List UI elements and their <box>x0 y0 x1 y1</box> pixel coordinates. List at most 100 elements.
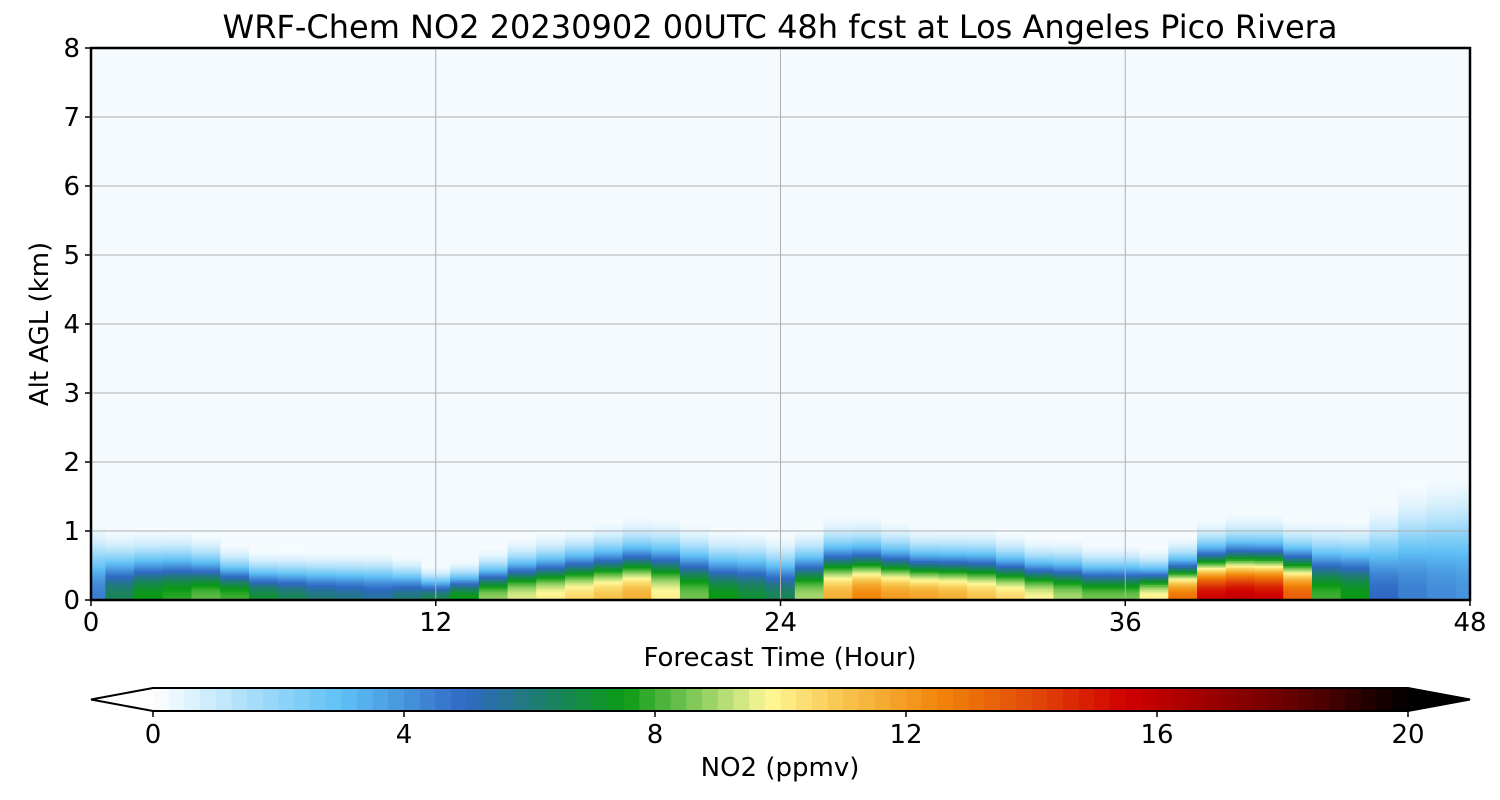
field-cell <box>507 562 537 565</box>
field-cell <box>1455 486 1470 489</box>
field-cell <box>1398 524 1428 527</box>
field-cell <box>1455 581 1470 584</box>
field-cell <box>651 551 681 555</box>
field-cell <box>1311 537 1342 541</box>
field-cell <box>1311 570 1342 573</box>
field-cell <box>565 568 595 572</box>
field-cell <box>1369 515 1399 518</box>
field-cell <box>651 517 681 520</box>
field-cell <box>1455 499 1470 503</box>
field-cell <box>1311 565 1342 568</box>
field-cell <box>1311 562 1342 565</box>
field-cell <box>220 581 250 584</box>
field-cell <box>593 596 624 599</box>
field-cell <box>794 537 825 541</box>
field-cell <box>1168 539 1198 542</box>
field-cell <box>909 541 940 544</box>
field-cell <box>909 529 940 532</box>
field-cell <box>1311 575 1342 579</box>
field-cell <box>162 582 193 586</box>
field-cell <box>737 577 767 580</box>
field-cell <box>852 518 882 522</box>
field-cell <box>1225 596 1256 599</box>
field-cell <box>737 581 767 584</box>
field-cell <box>1254 534 1284 537</box>
field-cell <box>852 570 882 573</box>
field-cell <box>507 548 537 551</box>
field-cell <box>679 589 710 592</box>
field-cell <box>220 591 250 594</box>
field-cell <box>1398 493 1428 496</box>
field-cell <box>1340 565 1371 568</box>
field-cell <box>1455 560 1470 563</box>
field-cell <box>1197 565 1227 568</box>
field-cell <box>852 520 882 523</box>
field-cell <box>1455 534 1470 537</box>
colorbar-swatch <box>1298 688 1315 711</box>
field-cell <box>191 589 221 592</box>
field-cell <box>794 563 825 567</box>
field-cell <box>622 593 652 596</box>
field-cell <box>909 562 940 565</box>
field-cell <box>1455 498 1470 501</box>
field-cell <box>335 562 365 565</box>
field-cell <box>1311 527 1342 530</box>
field-cell <box>105 582 135 586</box>
field-cell <box>1254 524 1284 527</box>
field-cell <box>392 556 422 560</box>
field-cell <box>1398 541 1428 544</box>
field-cell <box>1197 524 1227 527</box>
field-cell <box>1024 567 1055 570</box>
field-cell <box>249 563 279 567</box>
field-cell <box>1426 556 1457 560</box>
field-cell <box>622 515 652 518</box>
y-tick-label: 1 <box>63 517 80 547</box>
field-cell <box>1225 591 1256 594</box>
field-cell <box>881 574 911 577</box>
field-cell <box>1139 591 1169 594</box>
field-cell <box>708 587 739 591</box>
field-cell <box>1455 543 1470 546</box>
field-cell <box>622 537 652 541</box>
field-cell <box>1283 529 1313 532</box>
field-cell <box>1197 555 1227 558</box>
field-cell <box>1369 589 1399 592</box>
field-cell <box>91 560 106 563</box>
field-cell <box>1311 586 1342 589</box>
field-cell <box>651 548 681 551</box>
field-cell <box>536 582 566 586</box>
field-cell <box>306 579 336 582</box>
field-cell <box>593 532 624 536</box>
field-cell <box>91 553 106 556</box>
field-cell <box>679 532 710 536</box>
field-cell <box>1225 570 1256 573</box>
field-cell <box>1082 560 1112 563</box>
field-cell <box>1225 510 1256 513</box>
field-cell <box>1311 577 1342 580</box>
field-cell <box>1225 541 1256 544</box>
field-cell <box>1168 594 1198 598</box>
field-cell <box>651 572 681 575</box>
field-cell <box>1168 565 1198 568</box>
field-cell <box>823 596 853 599</box>
field-cell <box>1139 594 1169 598</box>
field-cell <box>823 572 853 575</box>
field-cell <box>507 570 537 573</box>
field-cell <box>105 593 135 596</box>
field-cell <box>1225 543 1256 546</box>
field-cell <box>708 582 739 586</box>
field-cell <box>622 567 652 570</box>
field-cell <box>708 563 739 567</box>
field-cell <box>909 565 940 568</box>
field-cell <box>536 537 566 541</box>
field-cell <box>1398 593 1428 596</box>
field-cell <box>335 560 365 563</box>
field-cell <box>1455 586 1470 589</box>
field-cell <box>737 563 767 567</box>
field-cell <box>794 560 825 563</box>
field-cell <box>794 575 825 579</box>
field-cell <box>220 555 250 558</box>
field-cell <box>1197 596 1227 599</box>
field-cell <box>1082 548 1112 551</box>
field-cell <box>134 575 164 579</box>
